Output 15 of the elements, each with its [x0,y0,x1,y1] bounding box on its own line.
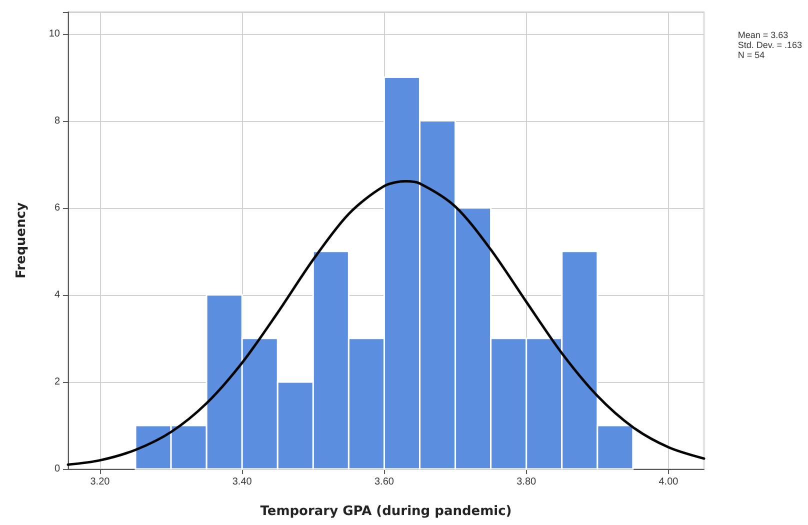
x-tick-label: 3.20 [90,476,110,488]
y-tick-label: 6 [54,202,60,214]
y-tick-label: 0 [54,464,60,474]
y-tick-label: 2 [54,376,60,388]
y-axis-title: Frequency [14,202,29,279]
x-axis-title: Temporary GPA (during pandemic) [260,504,512,519]
y-tick-label: 4 [54,289,60,300]
x-tick-label: 3.60 [374,476,394,488]
x-tick-label: 3.40 [232,476,252,488]
line-series [66,180,706,466]
text: Mean = 3.63 Std. Dev. = .163 N = 54 [738,30,802,60]
x-tick-label: 4.00 [658,476,679,488]
y-tick-label: 10 [48,28,60,40]
x-tick-label: 3.80 [516,476,537,488]
y-tick-label: 8 [54,115,60,126]
